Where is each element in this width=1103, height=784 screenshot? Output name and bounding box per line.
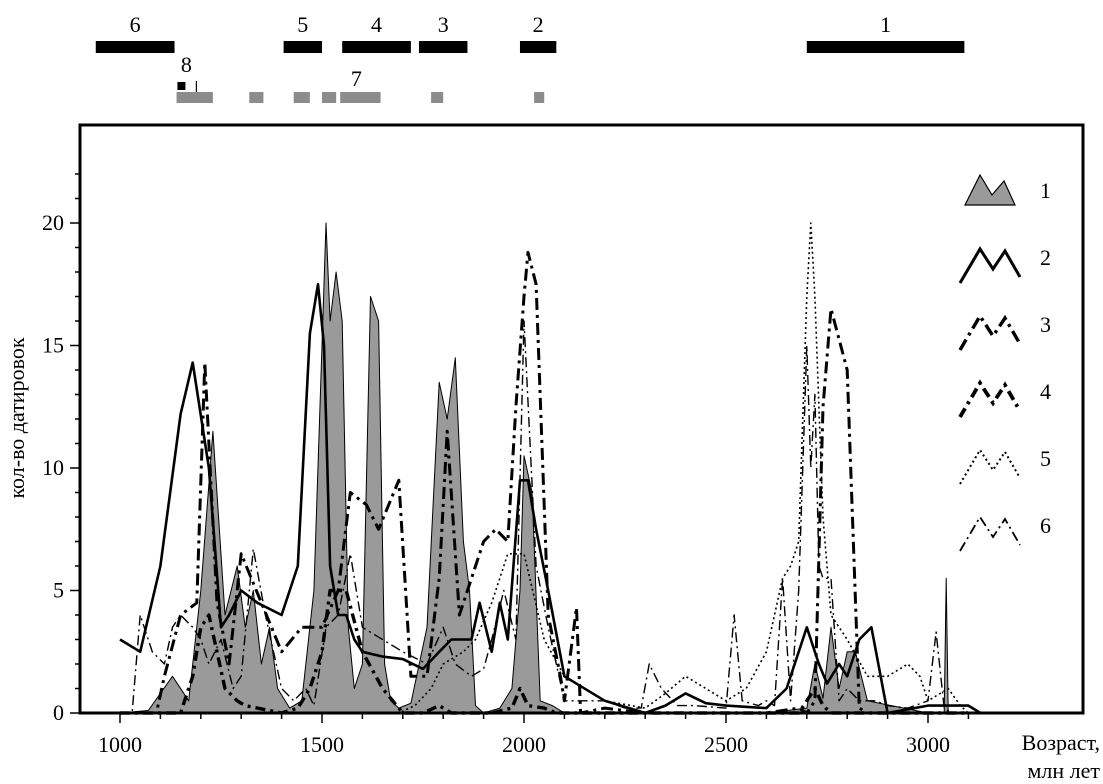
period-label-2: 2 — [533, 12, 544, 37]
x-axis-label-line2: млн лет — [1027, 758, 1100, 783]
marker-8-square — [177, 82, 186, 90]
legend-label-4: 4 — [1040, 379, 1051, 404]
period-bar-2 — [519, 41, 557, 53]
legend-symbol-6 — [959, 515, 1021, 552]
y-tick-label: 10 — [42, 455, 64, 480]
period-label-4: 4 — [371, 12, 382, 37]
legend-label-3: 3 — [1040, 312, 1051, 337]
series-6-line — [120, 320, 953, 714]
x-axis-label-line1: Возраст, — [1022, 730, 1100, 755]
legend-symbol-2 — [958, 246, 1022, 284]
x-tick-label: 2000 — [502, 732, 546, 757]
series-layer — [119, 222, 982, 715]
legend-symbol-5 — [959, 448, 1021, 485]
marker-7-bar — [340, 92, 381, 103]
series-2-line — [119, 283, 982, 715]
marker-7-bar — [249, 92, 264, 103]
marker-7-bar — [293, 92, 310, 103]
period-bar-4 — [342, 41, 411, 53]
series-5-line — [322, 222, 969, 714]
period-label-1: 1 — [880, 12, 891, 37]
y-tick-label: 15 — [42, 333, 64, 358]
series-1-line — [119, 222, 949, 714]
y-tick-label: 20 — [42, 210, 64, 235]
period-bar-3 — [418, 41, 468, 53]
y-axis-ticks: 0 5 10 15 20 — [42, 173, 80, 725]
x-tick-label: 1500 — [300, 732, 344, 757]
legend-label-1: 1 — [1040, 178, 1051, 203]
period-bar-6 — [95, 41, 175, 53]
x-tick-label: 3000 — [906, 732, 950, 757]
legend-label-6: 6 — [1040, 513, 1051, 538]
marker-8-label: 8 — [181, 52, 192, 77]
marker-7-bar — [534, 92, 545, 103]
legend-symbol-1 — [964, 173, 1016, 206]
series-3-line — [120, 250, 969, 715]
age-markers: 87 — [176, 52, 545, 103]
marker-7-bar — [176, 92, 213, 103]
x-axis-ticks: 1000 1500 2000 2500 3000 — [98, 713, 970, 757]
marker-7-bar — [431, 92, 444, 103]
y-axis-label: кол-во датировок — [4, 337, 29, 498]
period-label-3: 3 — [438, 12, 449, 37]
legend-label-5: 5 — [1040, 446, 1051, 471]
x-tick-label: 1000 — [98, 732, 142, 757]
marker-7-bar — [322, 92, 337, 103]
legend-label-2: 2 — [1040, 245, 1051, 270]
period-label-5: 5 — [297, 12, 308, 37]
y-tick-label: 0 — [53, 700, 64, 725]
marker-7-label: 7 — [351, 66, 362, 91]
legend: 1 2 3 4 5 6 — [958, 173, 1051, 552]
x-tick-label: 2500 — [704, 732, 748, 757]
period-bar-1 — [806, 41, 965, 53]
y-tick-label: 5 — [53, 578, 64, 603]
period-bar-5 — [283, 41, 322, 53]
period-label-6: 6 — [130, 12, 141, 37]
period-bars: 6 5 4 3 2 1 — [95, 12, 965, 53]
legend-symbol-3 — [958, 312, 1022, 351]
legend-symbol-4 — [958, 379, 1022, 418]
